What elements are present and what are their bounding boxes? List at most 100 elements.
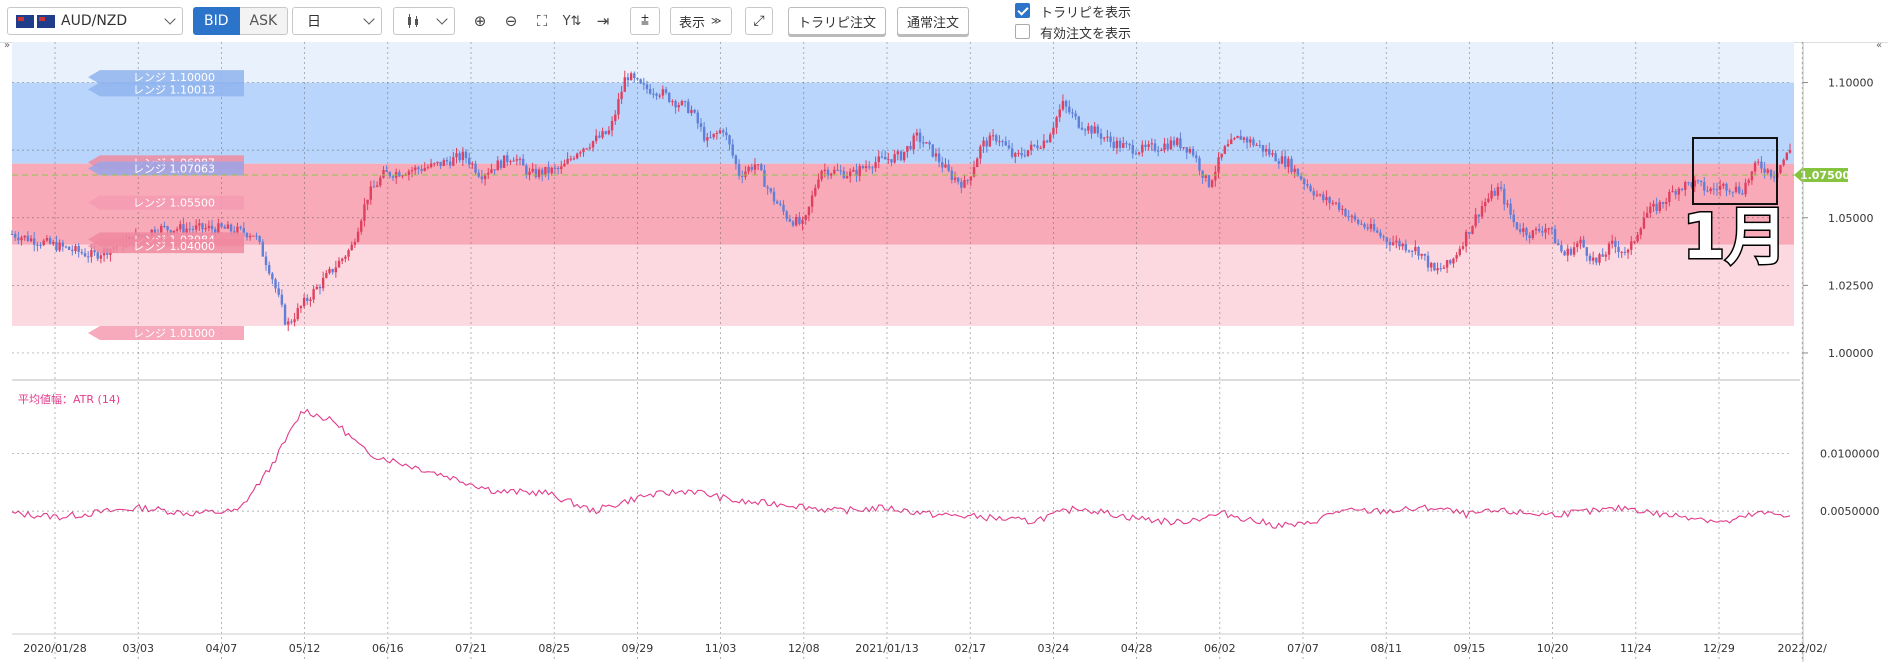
january-annotation: 1月 [1682,200,1787,273]
zoom-out-icon[interactable]: ⊖ [504,12,518,30]
candle-body [1509,203,1512,215]
candle-body [585,148,588,150]
timeframe-select[interactable]: 日 [292,7,382,35]
time-tick-label: 03/03 [122,642,154,655]
candle-body [744,171,747,177]
candle-body [271,273,274,280]
candle-body [1718,185,1722,190]
toolbar: AUD/NZD BID ASK 日 ⊕ ⊖ ⛶ Y⇅ ⇥ ⩲ 表示 ≫ ⤢ トラ… [0,0,1888,43]
candle-body [1572,247,1576,255]
candle-body [33,238,36,245]
collapse-right-icon[interactable]: « [1876,42,1882,51]
candle-body [1461,246,1465,249]
candle-body [1261,145,1265,152]
y-axis-icon[interactable]: Y⇅ [562,13,582,29]
show-trap-checkbox[interactable] [1015,3,1030,18]
candle-body [350,244,353,251]
candle-body [668,92,671,102]
jump-to-latest-icon[interactable]: ⇥ [596,12,610,30]
bid-button[interactable]: BID [193,7,240,35]
candle-body [1045,140,1049,143]
candle-body [722,130,725,133]
candle-body [671,101,674,103]
candle-body [42,240,45,245]
candle-body [341,258,344,261]
normal-order-button[interactable]: 通常注文 [897,7,970,35]
candle-body [839,170,842,172]
candle-body [788,219,792,222]
candle-body [550,167,553,174]
candle-body [236,226,239,234]
candle-body [1093,126,1096,134]
pair-select[interactable]: AUD/NZD [7,7,183,35]
candle-body [982,140,985,147]
candle-body [1611,240,1614,244]
candle-body [801,219,804,224]
candle-body [1366,227,1369,229]
candle-body [874,162,877,168]
trap-order-button[interactable]: トラリピ注文 [788,7,887,35]
candle-body [1531,230,1535,239]
candle-body [868,166,871,168]
candle-body [1163,143,1166,150]
candle-body [887,159,890,161]
candle-body [1106,136,1109,138]
collapse-left-icon[interactable]: » [4,42,10,51]
time-tick-label: 12/29 [1703,642,1735,655]
range-tag [88,82,244,97]
candle-body [239,226,242,229]
candle-body [1160,149,1163,151]
range-tag [88,239,244,254]
candle-body [229,224,233,232]
candle-body [1176,138,1179,146]
candle-body [55,242,58,251]
candle-body [902,151,906,161]
display-label: 表示 [679,15,706,31]
candle-body [302,297,306,307]
candle-body [1144,144,1147,147]
candle-body [1512,214,1515,223]
add-indicator-button[interactable]: ⩲ [630,7,660,35]
candle-body [918,132,922,143]
candle-body [607,130,611,134]
candle-body [969,176,973,181]
candle-body [464,151,468,159]
candle-body [1007,145,1011,149]
candle-body [87,256,90,258]
candle-body [1239,136,1242,140]
show-active-checkbox[interactable] [1015,24,1030,39]
candle-body [817,179,820,188]
ask-button[interactable]: ASK [239,7,289,35]
candle-body [1074,113,1077,117]
candle-body [1293,168,1296,173]
candle-body [1055,117,1058,128]
candle-body [775,201,779,204]
fullscreen-button[interactable]: ⤢ [745,7,773,35]
candle-body [896,151,900,155]
fit-icon[interactable]: ⛶ [536,12,548,30]
candle-body [534,168,538,177]
candle-body [1484,201,1487,207]
display-menu[interactable]: 表示 ≫ [670,7,732,35]
candle-body [207,225,211,228]
candle-body [674,101,677,108]
candle-body [261,241,265,257]
candle-body [791,221,795,226]
candle-body [1528,235,1531,239]
candle-body [1417,246,1420,256]
chevron-down-icon [436,13,448,25]
candle-body [496,160,499,171]
candle-body [1337,202,1341,210]
candle-body [13,234,17,238]
zoom-in-icon[interactable]: ⊕ [473,12,487,30]
candle-body [883,157,887,160]
candle-body [1582,239,1585,248]
time-tick-label: 02/17 [954,642,986,655]
candle-body [687,101,690,113]
candle-body [1099,133,1103,139]
chart-type-select[interactable] [393,7,455,35]
candle-body [677,105,680,108]
candle-body [1214,172,1217,181]
candle-body [1738,186,1741,194]
